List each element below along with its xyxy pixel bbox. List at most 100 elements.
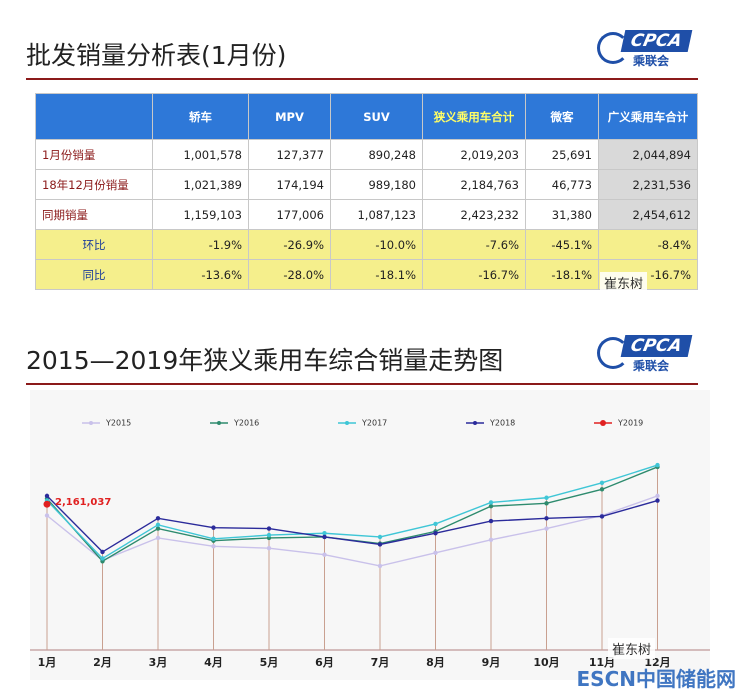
- table-row: 18年12月份销量 1,021,389 174,194 989,180 2,184,76…: [35, 169, 698, 200]
- point: [377, 541, 383, 546]
- point: [155, 522, 161, 528]
- header-cell: SUV: [330, 93, 423, 140]
- point: [322, 534, 327, 540]
- header-cell: 广义乘用车合计: [598, 93, 698, 140]
- x-tick-label: 5月: [260, 656, 279, 669]
- point: [266, 535, 272, 541]
- point: [100, 556, 105, 561]
- slide-title: 2015—2019年狭义乘用车综合销量走势图: [26, 346, 504, 375]
- point: [43, 500, 51, 508]
- watermark: 崔东树: [608, 638, 656, 659]
- point: [433, 531, 438, 536]
- point: [211, 544, 216, 549]
- header-cell: [35, 93, 153, 140]
- legend-label: Y2015: [105, 419, 131, 428]
- logo: CPCA 乘联会: [593, 333, 697, 373]
- row-label: 18年12月份销量: [35, 169, 153, 200]
- table-cell: 1,087,123: [330, 199, 423, 230]
- table-cell: 1,001,578: [152, 139, 249, 170]
- table-cell: 127,377: [248, 139, 331, 170]
- header-cell: 微客: [525, 93, 599, 140]
- point: [377, 563, 383, 569]
- point: [211, 525, 216, 530]
- table-cell: 2,044,894: [598, 139, 698, 170]
- series-line: [46, 495, 658, 567]
- table-cell: 46,773: [525, 169, 599, 200]
- watermark: 崔东树: [600, 272, 648, 293]
- point: [266, 532, 272, 538]
- table-cell: 25,691: [525, 139, 599, 170]
- point: [44, 498, 50, 503]
- point: [155, 526, 161, 531]
- point: [44, 493, 50, 499]
- point: [488, 537, 494, 542]
- point: [599, 487, 605, 492]
- title-rule: [26, 78, 698, 80]
- row-label: 同比: [35, 259, 153, 290]
- point: [488, 503, 494, 509]
- slide-title: 批发销量分析表(1月份): [26, 41, 287, 70]
- row-label: 同期销量: [35, 199, 153, 230]
- point: [655, 498, 660, 503]
- point: [599, 513, 605, 518]
- x-tick-label: 10月: [533, 656, 559, 669]
- point: [100, 549, 105, 555]
- table-cell: -13.6%: [152, 259, 249, 290]
- point: [655, 493, 660, 499]
- point: [433, 521, 438, 527]
- series-line: [46, 495, 658, 553]
- table-cell: -18.1%: [525, 259, 599, 290]
- point: [544, 526, 549, 531]
- point: [433, 529, 438, 534]
- table-cell: 2,184,763: [422, 169, 526, 200]
- table-cell: -8.4%: [598, 229, 698, 260]
- table-cell: -10.0%: [330, 229, 423, 260]
- table-cell: -7.6%: [422, 229, 526, 260]
- point: [599, 480, 605, 486]
- logo-swirl: [597, 337, 629, 369]
- table-cell: 989,180: [330, 169, 423, 200]
- table-cell: -1.9%: [152, 229, 249, 260]
- plot-background: [30, 390, 710, 680]
- point: [433, 550, 438, 556]
- logo-swirl: [597, 32, 629, 64]
- point: [44, 496, 50, 501]
- logo-mark: CPCA: [620, 30, 692, 52]
- point: [377, 534, 383, 540]
- table-cell: -18.1%: [330, 259, 423, 290]
- table-cell: 1,021,389: [152, 169, 249, 200]
- table-row: 同比 -13.6% -28.0% -18.1% -16.7% -18.1% -16.7%: [35, 259, 698, 290]
- table-cell: -16.7%: [422, 259, 526, 290]
- table-cell: 2,423,232: [422, 199, 526, 230]
- table-cell: 177,006: [248, 199, 331, 230]
- point: [544, 495, 549, 500]
- point: [266, 526, 272, 531]
- row-label: 环比: [35, 229, 153, 260]
- logo-name: 乘联会: [633, 359, 670, 373]
- legend-dot: [345, 421, 349, 425]
- logo: CPCA 乘联会: [593, 28, 697, 68]
- sales-table: 轿车 MPV SUV 狭义乘用车合计 微客 广义乘用车合计 1月份销量 1,001,578 12…: [35, 93, 698, 290]
- series-line: [46, 466, 658, 563]
- header-row: 轿车 MPV SUV 狭义乘用车合计 微客 广义乘用车合计: [35, 93, 698, 140]
- logo-mark: CPCA: [620, 335, 692, 357]
- legend-dot: [89, 421, 93, 425]
- table-cell: 890,248: [330, 139, 423, 170]
- x-tick-label: 6月: [315, 656, 334, 669]
- point: [44, 513, 50, 518]
- legend-label: Y2019: [617, 419, 643, 428]
- table-cell: 2,231,536: [598, 169, 698, 200]
- legend-dot: [600, 420, 606, 426]
- table-row: 1月份销量 1,001,578 127,377 890,248 2,019,203 25,…: [35, 139, 698, 170]
- point: [544, 516, 549, 521]
- legend-label: Y2016: [233, 419, 259, 428]
- legend-dot: [217, 421, 221, 425]
- point: [155, 516, 161, 521]
- point: [488, 500, 494, 505]
- x-tick-label: 4月: [204, 656, 223, 669]
- legend-label: Y2017: [361, 419, 387, 428]
- table-cell: -26.9%: [248, 229, 331, 260]
- table-row: 环比 -1.9% -26.9% -10.0% -7.6% -45.1% -8.4%: [35, 229, 698, 260]
- table-cell: 174,194: [248, 169, 331, 200]
